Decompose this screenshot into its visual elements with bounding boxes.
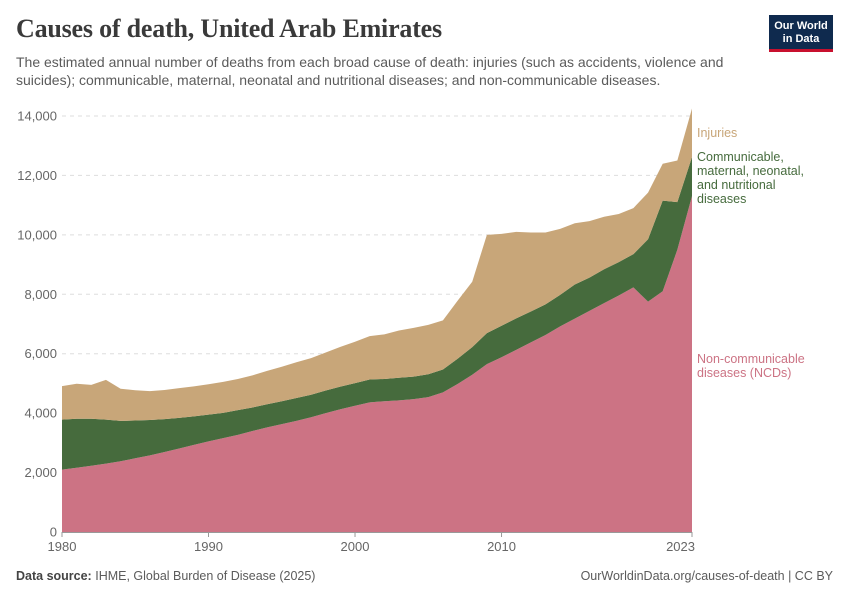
x-tick-label: 1990 [194, 539, 223, 554]
x-tick-label: 1980 [48, 539, 77, 554]
chart-subtitle: The estimated annual number of deaths fr… [16, 54, 724, 88]
axes: 0 2,000 4,000 6,000 8,000 10,000 12,000 14,000 1… [17, 108, 695, 554]
series-label-injuries[interactable]: Injuries [697, 126, 737, 140]
series-labels: Injuries Communicable,maternal, neonatal,… [697, 126, 805, 380]
data-source-label: Data source: [16, 569, 92, 583]
y-tick-label: 6,000 [24, 346, 57, 361]
series-label-ncd[interactable]: diseases (NCDs) [697, 366, 791, 380]
area-series [62, 108, 692, 532]
owid-logo[interactable]: Our World in Data [769, 15, 833, 52]
series-label-communicable[interactable]: Communicable, [697, 150, 784, 164]
series-label-ncd[interactable]: Non-communicable [697, 352, 805, 366]
area-communicable[interactable] [62, 156, 692, 470]
y-tick-label: 14,000 [17, 108, 57, 123]
series-label-communicable[interactable]: diseases [697, 192, 746, 206]
area-injuries[interactable] [62, 108, 692, 421]
logo-line-1: Our World [774, 20, 828, 32]
y-tick-label: 2,000 [24, 465, 57, 480]
x-tick-label: 2000 [341, 539, 370, 554]
y-tick-label: 4,000 [24, 406, 57, 421]
y-tick-label: 8,000 [24, 287, 57, 302]
area-ncd[interactable] [62, 196, 692, 532]
chart-title: Causes of death, United Arab Emirates [16, 14, 442, 43]
y-tick-label: 10,000 [17, 227, 57, 242]
series-label-communicable[interactable]: and nutritional [697, 178, 776, 192]
x-tick-label: 2023 [666, 539, 695, 554]
source-url[interactable]: OurWorldinData.org/causes-of-death | CC … [580, 569, 833, 583]
logo-line-2: in Data [782, 33, 820, 45]
x-tick-label: 2010 [487, 539, 516, 554]
series-label-communicable[interactable]: maternal, neonatal, [697, 164, 804, 178]
data-source: Data source: IHME, Global Burden of Dise… [16, 569, 315, 583]
data-source-text: IHME, Global Burden of Disease (2025) [95, 569, 316, 583]
y-tick-label: 12,000 [17, 168, 57, 183]
y-tick-label: 0 [50, 525, 57, 540]
